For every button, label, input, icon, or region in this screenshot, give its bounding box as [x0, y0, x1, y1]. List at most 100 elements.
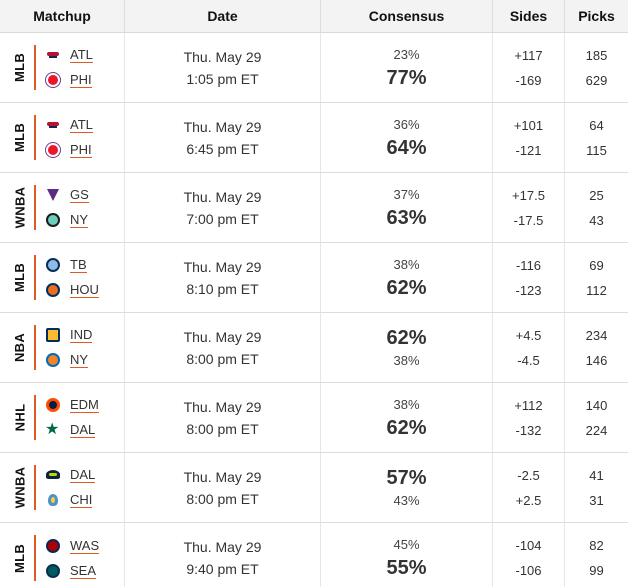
side-line: -123 [515, 282, 542, 298]
team-item[interactable]: TB [46, 256, 99, 275]
team-abbr-link[interactable]: CHI [70, 492, 93, 508]
picks-cell: 140 224 [565, 383, 628, 452]
team-item[interactable]: ATL [46, 116, 93, 135]
col-header-picks[interactable]: Picks [578, 8, 615, 24]
team-abbr-link[interactable]: EDM [70, 397, 99, 413]
game-date: Thu. May 29 [183, 48, 262, 65]
col-header-date[interactable]: Date [125, 0, 321, 32]
picks-cell: 25 43 [565, 173, 628, 242]
pick-count: 140 [585, 397, 608, 413]
league-label-wrap: MLB [0, 33, 40, 102]
team-item[interactable]: ATL [46, 46, 93, 65]
league-accent-bar [34, 535, 36, 581]
team-abbr-link[interactable]: HOU [70, 282, 99, 298]
league-label: WNBA [12, 186, 28, 229]
game-time: 8:00 pm ET [186, 490, 259, 507]
oilers-logo-icon [46, 398, 60, 412]
team-item[interactable]: CHI [46, 491, 95, 510]
pick-count: 64 [589, 117, 604, 133]
team-item[interactable]: NY [46, 211, 89, 230]
team-item[interactable]: PHI [46, 141, 93, 160]
consensus-minority: 38% [393, 352, 420, 368]
col-header-matchup[interactable]: Matchup [0, 0, 125, 32]
pick-count: 82 [589, 538, 604, 553]
team-item[interactable]: WAS [46, 536, 100, 555]
side-line: -116 [515, 257, 542, 273]
table-header: Matchup Date Consensus Sides Picks [0, 0, 628, 33]
team-item[interactable]: GS [46, 186, 89, 205]
league-label: MLB [12, 262, 28, 293]
knicks-logo-icon [46, 353, 60, 367]
pick-count: 41 [589, 467, 604, 483]
team-abbr-link[interactable]: PHI [70, 142, 92, 158]
consensus-minority: 37% [393, 186, 420, 202]
team-abbr-link[interactable]: NY [70, 352, 89, 368]
table-row[interactable]: MLB TB HOU Thu. May 29 8:10 pm ET 38% 62% -116-… [0, 243, 628, 313]
league-label: MLB [12, 122, 28, 153]
team-abbr-link[interactable]: TB [70, 257, 87, 273]
team-item[interactable]: IND [46, 326, 93, 345]
league-label-wrap: WNBA [0, 453, 40, 522]
table-row[interactable]: WNBA GS NY Thu. May 29 7:00 pm ET 37% 63% +17.5… [0, 173, 628, 243]
team-abbr-link[interactable]: DAL [70, 467, 96, 483]
table-row[interactable]: NHLEDMDALThu. May 298:00 pm ET38%62%+112… [0, 383, 628, 453]
team-abbr-link[interactable]: PHI [70, 72, 92, 88]
picks-cell: 82 99 [565, 523, 628, 587]
game-date: Thu. May 29 [183, 398, 262, 415]
matchup-cell: NHL EDM DAL [0, 383, 125, 452]
date-cell: Thu. May 29 8:00 pm ET [125, 313, 321, 382]
pick-count: 629 [585, 72, 608, 88]
team-abbr-link[interactable]: IND [70, 327, 93, 343]
col-header-consensus[interactable]: Consensus [321, 0, 493, 32]
side-line: -121 [515, 142, 542, 158]
game-time: 6:45 pm ET [186, 140, 259, 157]
team-abbr-link[interactable]: DAL [70, 422, 96, 438]
date-cell: Thu. May 29 6:45 pm ET [125, 103, 321, 172]
pick-count: 31 [589, 492, 604, 508]
team-item[interactable]: NY [46, 351, 92, 370]
sides-cell: +101 -121 [493, 103, 565, 172]
game-time: 8:00 pm ET [186, 350, 259, 367]
game-date: Thu. May 29 [183, 539, 262, 555]
team-item[interactable]: SEA [46, 561, 99, 580]
team-abbr-link[interactable]: NY [70, 212, 89, 228]
consensus-minority: 43% [393, 492, 420, 508]
league-accent-bar [34, 395, 36, 440]
table-row[interactable]: MLB WAS SEA Thu. May 29 9:40 pm ET 45% 55% -104… [0, 523, 628, 587]
team-abbr-link[interactable]: SEA [70, 562, 97, 579]
side-line: +112 [514, 397, 543, 413]
team-abbr-link[interactable]: ATL [70, 47, 93, 63]
table-row[interactable]: WNBA DAL CHI Thu. May 29 8:00 pm ET 57% 43% -2.… [0, 453, 628, 523]
sides-cell: +117 -169 [493, 33, 565, 102]
side-line: -132 [515, 422, 542, 438]
team-item[interactable]: EDM [46, 396, 99, 415]
table-row[interactable]: MLB ATL PHI Thu. May 29 6:45 pm ET 36% 64% +101… [0, 103, 628, 173]
team-abbr-link[interactable]: GS [70, 187, 89, 203]
team-abbr-link[interactable]: ATL [70, 117, 93, 133]
pick-count: 43 [589, 212, 604, 228]
consensus-cell: 57% 43% [321, 453, 493, 522]
sky-logo-icon [46, 493, 60, 507]
league-label: MLB [12, 52, 28, 83]
pick-count: 115 [586, 142, 607, 158]
table-row[interactable]: MLB ATL PHI Thu. May 29 1:05 pm ET 23% 77% +117… [0, 33, 628, 103]
consensus-majority: 62% [386, 276, 427, 299]
team-abbr-link[interactable]: WAS [70, 537, 100, 554]
league-label-wrap: NHL [0, 383, 40, 452]
col-header-sides[interactable]: Sides [493, 0, 565, 32]
side-line: +4.5 [515, 327, 542, 343]
team-list: GS NY [40, 186, 89, 230]
team-item[interactable]: HOU [46, 281, 99, 300]
team-item[interactable]: DAL [46, 466, 96, 485]
team-item[interactable]: DAL [45, 419, 99, 440]
date-cell: Thu. May 29 8:00 pm ET [125, 383, 321, 452]
sides-cell: -104 -106 [493, 523, 565, 587]
date-cell: Thu. May 29 1:05 pm ET [125, 33, 321, 102]
side-line: +17.5 [512, 187, 545, 203]
side-line: -4.5 [517, 352, 540, 368]
team-item[interactable]: PHI [46, 71, 93, 90]
team-list: IND NY [40, 326, 93, 370]
league-accent-bar [34, 325, 36, 370]
table-row[interactable]: NBA IND NY Thu. May 29 8:00 pm ET 62% 38% +4.5-… [0, 313, 628, 383]
league-label-wrap: WNBA [0, 173, 40, 242]
